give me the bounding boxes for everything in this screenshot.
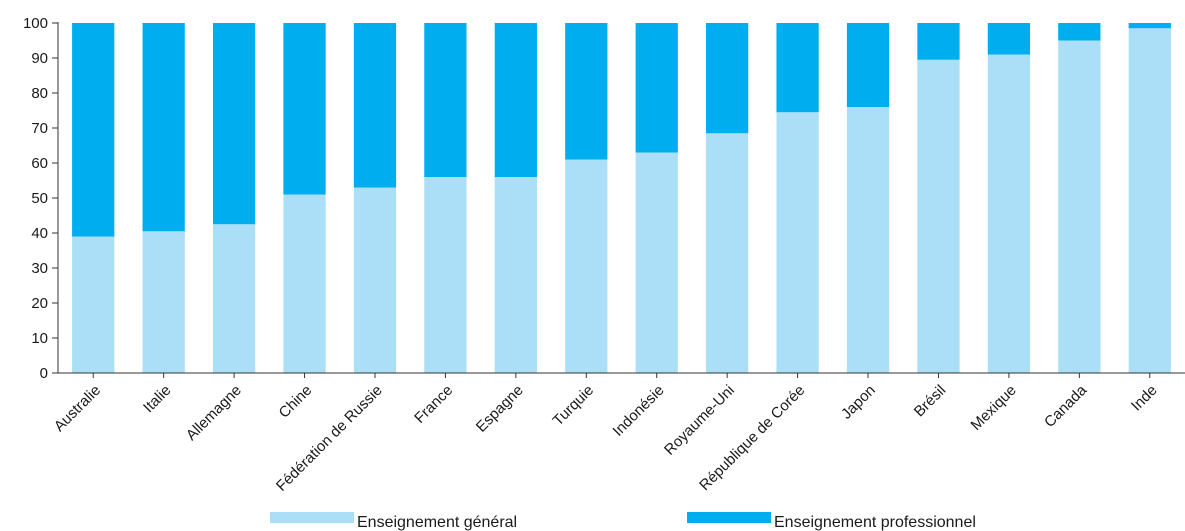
bar-professionnel-10: [776, 23, 819, 113]
bar-general-9: [706, 133, 749, 373]
x-category-label: Indonésie: [610, 382, 668, 440]
bar-professionnel-12: [917, 23, 960, 60]
legend-swatch-general: [270, 512, 354, 523]
bar-general-8: [635, 152, 678, 373]
bar-general-13: [987, 54, 1031, 373]
x-category-label: Canada: [1041, 381, 1091, 431]
bar-general-5: [424, 177, 467, 373]
x-category-label: Inde: [1128, 382, 1161, 415]
legend-label-general: Enseignement général: [357, 514, 517, 531]
y-tick-label: 50: [31, 190, 48, 207]
bar-general-1: [142, 231, 185, 373]
bar-professionnel-11: [846, 23, 890, 107]
legend-label-professionnel: Enseignement professionnel: [774, 514, 976, 531]
bar-general-10: [776, 112, 819, 373]
bar-professionnel-2: [212, 23, 256, 225]
bar-professionnel-3: [283, 23, 326, 195]
bar-general-7: [565, 159, 608, 373]
x-category-label: Espagne: [473, 382, 527, 436]
x-category-label: Turquie: [550, 382, 598, 430]
bar-professionnel-15: [1128, 23, 1171, 29]
bar-general-14: [1058, 40, 1101, 373]
bar-general-12: [917, 59, 960, 373]
bar-general-11: [846, 107, 890, 373]
y-tick-label: 100: [23, 15, 48, 32]
bar-professionnel-7: [565, 23, 608, 160]
x-category-label: Brésil: [911, 382, 950, 421]
bar-professionnel-6: [494, 23, 537, 177]
bar-general-2: [212, 224, 256, 373]
y-tick-label: 20: [31, 295, 48, 312]
y-tick-label: 30: [31, 260, 48, 277]
x-category-label: Japon: [838, 382, 879, 423]
y-tick-label: 40: [31, 225, 48, 242]
x-category-label: Mexique: [968, 382, 1020, 434]
bar-professionnel-13: [987, 23, 1031, 55]
bar-professionnel-1: [142, 23, 185, 232]
y-tick-label: 0: [40, 365, 48, 382]
x-category-label: Italie: [140, 382, 174, 416]
bar-professionnel-8: [635, 23, 678, 153]
legend: Enseignement général Enseignement profess…: [270, 512, 976, 531]
bar-professionnel-0: [72, 23, 115, 237]
bar-general-0: [72, 236, 115, 373]
bar-general-15: [1128, 28, 1171, 373]
y-ticks: 0 10 20 30 40 50 60 70 80 90 100: [23, 15, 58, 382]
y-tick-label: 60: [31, 155, 48, 172]
bar-professionnel-14: [1058, 23, 1101, 41]
y-tick-label: 80: [31, 85, 48, 102]
y-tick-label: 70: [31, 120, 48, 137]
x-category-label: Chine: [276, 382, 316, 422]
x-category-label: France: [411, 382, 456, 427]
bar-general-6: [494, 177, 537, 373]
bar-professionnel-4: [353, 23, 397, 188]
legend-swatch-professionnel: [687, 512, 771, 523]
bar-professionnel-5: [424, 23, 467, 177]
bar-general-4: [353, 187, 397, 373]
y-tick-label: 90: [31, 50, 48, 67]
x-category-label: Allemagne: [183, 382, 245, 444]
bars-layer: [72, 23, 1171, 373]
x-category-label: Royaume-Uni: [661, 382, 738, 459]
x-category-labels: Australie Italie Allemagne ChineFédération …: [51, 373, 1161, 495]
y-tick-label: 10: [31, 330, 48, 347]
x-category-label: Australie: [51, 382, 104, 435]
bar-general-3: [283, 194, 326, 373]
bar-professionnel-9: [706, 23, 749, 134]
